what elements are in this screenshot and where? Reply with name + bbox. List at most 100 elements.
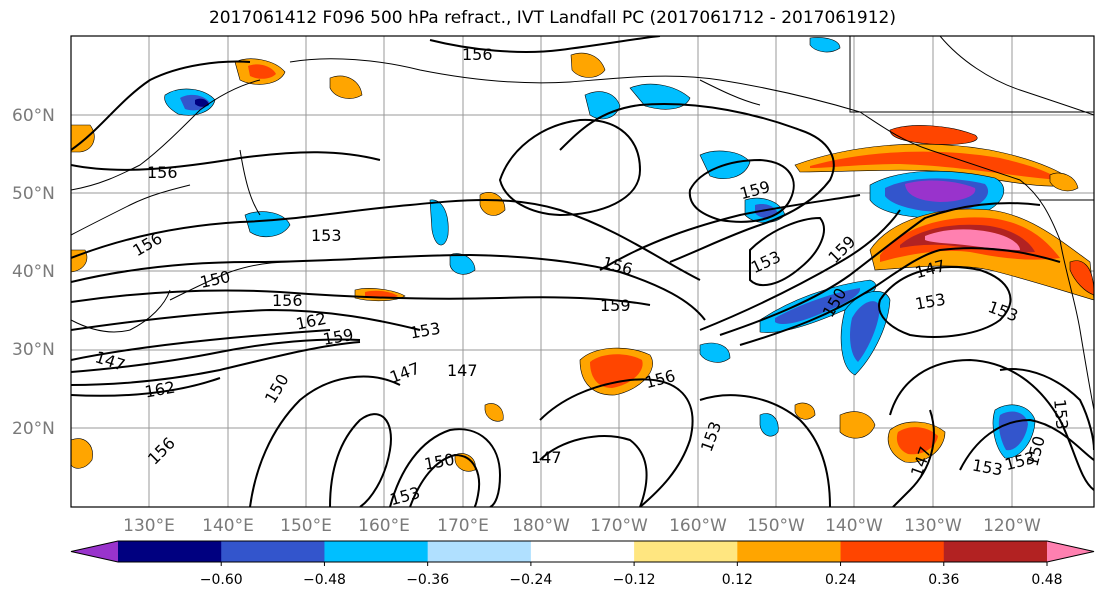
colorbar-tick-label: −0.24 xyxy=(509,572,552,588)
colorbar-segment xyxy=(737,541,842,562)
colorbar-segment xyxy=(427,541,532,562)
colorbar-extend-low xyxy=(71,541,118,562)
colorbar-segment xyxy=(221,541,325,562)
colorbar-tick-label: 0.24 xyxy=(825,572,856,588)
map-title: 2017061412 F096 500 hPa refract., IVT La… xyxy=(208,8,896,28)
map-border xyxy=(70,35,1095,508)
coastline xyxy=(699,79,761,106)
colorbar-tick-label: −0.12 xyxy=(613,572,656,588)
height-contour-line xyxy=(71,151,381,171)
height-contour-line xyxy=(749,216,825,287)
contour-label: 156 xyxy=(147,163,178,182)
coastline xyxy=(859,111,1061,241)
positive-anomaly-area xyxy=(570,52,606,78)
contour-label: 147 xyxy=(447,361,478,380)
latitude-labels: 60°N 50°N 40°N 30°N 20°N xyxy=(12,106,55,439)
height-contour-line xyxy=(389,428,502,507)
coastline xyxy=(169,261,291,301)
contour-label: 147 xyxy=(531,448,562,467)
height-contour-line xyxy=(699,209,901,331)
height-contour-line xyxy=(889,358,1094,491)
longitude-labels: 130°E 140°E 150°E 160°E 170°E 180°W 170°… xyxy=(123,516,1041,536)
contour-label: 153 xyxy=(388,483,422,509)
positive-anomaly-area xyxy=(71,438,93,469)
positive-anomaly-area xyxy=(329,75,363,99)
height-contour-line xyxy=(71,253,706,321)
height-contour-line xyxy=(71,60,251,151)
lat-label: 50°N xyxy=(12,184,55,204)
positive-anomaly-area xyxy=(839,411,876,439)
coastline xyxy=(289,58,861,113)
positive-anomaly-area xyxy=(1049,172,1079,192)
negative-anomaly-area xyxy=(449,253,476,275)
colorbar-tick-label: 0.12 xyxy=(722,572,753,588)
negative-anomaly-area xyxy=(244,211,291,238)
lon-label: 140°E xyxy=(202,516,254,536)
height-contour-line xyxy=(539,435,648,507)
height-contours xyxy=(71,36,1094,507)
height-contour-line xyxy=(249,375,401,507)
height-contour-line xyxy=(878,266,1012,338)
height-contour-line xyxy=(699,394,831,507)
colorbar-segment xyxy=(118,541,222,562)
colorbar-segment xyxy=(324,541,429,562)
contour-label: 156 xyxy=(462,45,493,64)
negative-anomaly-area xyxy=(775,288,861,324)
height-contour-line xyxy=(719,202,1041,336)
lon-label: 170°E xyxy=(437,516,489,536)
lon-label: 120°W xyxy=(983,516,1041,536)
height-contour-line xyxy=(959,418,1094,471)
colorbar-tick-label: −0.48 xyxy=(303,572,346,588)
height-contour-line xyxy=(539,378,694,507)
colorbar-segment xyxy=(530,541,635,562)
height-contour-line xyxy=(688,158,795,223)
colorbar-tick-label: −0.60 xyxy=(200,572,243,588)
coastline xyxy=(849,36,1094,113)
positive-anomaly-area xyxy=(479,191,506,216)
coastline xyxy=(71,79,261,191)
lat-label: 60°N xyxy=(12,106,55,126)
positive-anomaly-area xyxy=(484,403,504,422)
colorbar-tick-label: −0.36 xyxy=(406,572,449,588)
lon-label: 160°E xyxy=(358,516,410,536)
lon-label: 150°W xyxy=(747,516,805,536)
height-contour-line xyxy=(71,289,651,306)
height-contour-line xyxy=(739,247,1061,346)
coastlines xyxy=(71,36,1094,411)
contour-label: 159 xyxy=(600,296,631,315)
negative-anomaly-area xyxy=(195,98,209,107)
height-contour-line xyxy=(329,413,392,507)
lon-label: 130°E xyxy=(123,516,175,536)
positive-anomaly-area xyxy=(248,64,276,79)
negative-anomaly-area xyxy=(850,301,880,362)
lon-label: 170°W xyxy=(590,516,648,536)
height-contour-line xyxy=(429,36,661,53)
negative-anomaly-area xyxy=(905,180,976,202)
lat-label: 20°N xyxy=(12,419,55,439)
colorbar-segment xyxy=(634,541,738,562)
coastline xyxy=(939,36,1094,116)
colorbar-tick-label: 0.48 xyxy=(1031,572,1062,588)
lat-label: 30°N xyxy=(12,340,55,360)
positive-anomaly-area xyxy=(925,229,1020,250)
height-contour-line xyxy=(71,341,361,386)
negative-anomaly-area xyxy=(759,413,779,437)
height-contour-line xyxy=(71,377,221,397)
height-contour-line xyxy=(999,368,1094,451)
coastline xyxy=(1059,239,1094,411)
coastline xyxy=(71,184,191,236)
contour-label: 153 xyxy=(1050,398,1072,430)
colorbar-extend-high xyxy=(1047,541,1094,562)
positive-anomaly-area xyxy=(794,402,816,420)
positive-anomaly-area xyxy=(896,427,938,455)
lat-label: 40°N xyxy=(12,262,55,282)
positive-anomaly-area xyxy=(889,125,978,145)
height-contour-line xyxy=(498,118,642,217)
height-contour-line xyxy=(71,329,331,361)
coastline xyxy=(239,149,261,216)
colorbar-outline xyxy=(70,540,1095,563)
colorbar: −0.60 −0.48 −0.36 −0.24 −0.12 0.12 0.24 0.36 0.4… xyxy=(70,540,1095,588)
contour-label: 153 xyxy=(311,226,342,245)
height-contour-line xyxy=(71,308,421,331)
